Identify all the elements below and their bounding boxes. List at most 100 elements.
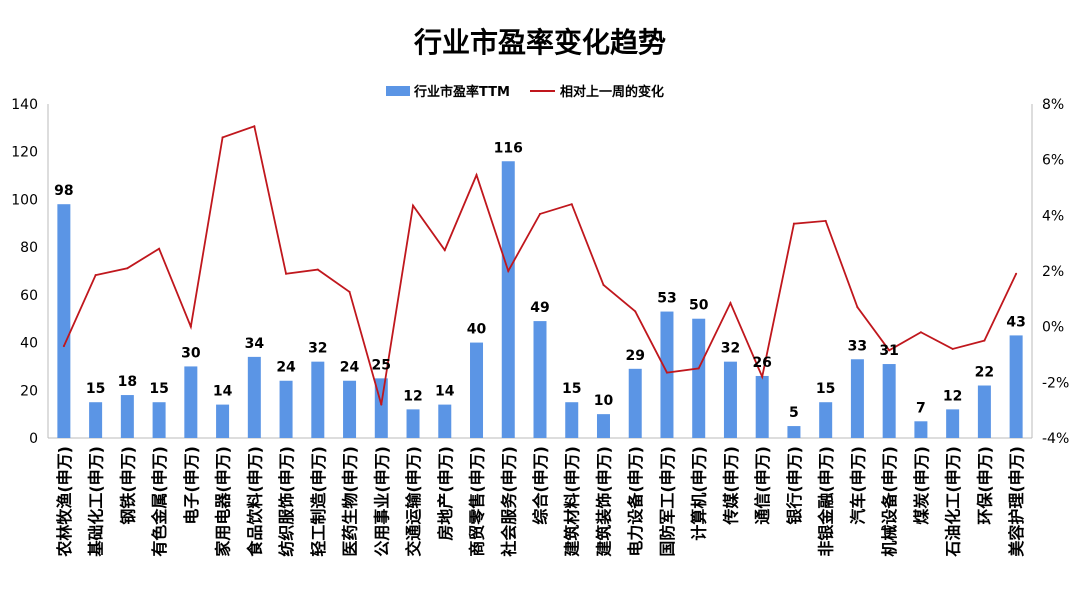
data-label: 34 [245,336,265,352]
x-tick-label: 交通运输(申万) [404,446,423,557]
bar [216,404,230,438]
line-point [665,371,668,374]
data-label: 15 [816,381,835,397]
bar [57,204,71,438]
bar [89,402,103,438]
data-label: 43 [1006,314,1025,330]
line-point [792,222,795,225]
line-point [380,403,383,406]
data-label: 32 [721,341,740,357]
x-tick-label: 电子(申万) [182,446,201,525]
line-point [1015,272,1018,275]
x-tick-label: 银行(申万) [785,446,804,525]
legend-bar-swatch [386,86,410,96]
line-point [539,212,541,215]
line-point [634,310,637,313]
left-tick-label: 60 [20,288,38,304]
line-point [888,349,891,352]
bar [946,409,960,438]
data-label: 29 [625,348,644,364]
x-tick-label: 环保(申万) [975,446,994,525]
x-tick-label: 家用电器(申万) [214,446,233,557]
bar [850,359,864,438]
data-label: 18 [118,374,137,390]
left-tick-label: 40 [20,336,38,352]
line-point [761,375,764,378]
line-point [729,302,732,305]
right-tick-label: -2% [1042,375,1069,391]
left-tick-label: 0 [29,431,38,447]
data-label: 116 [494,140,523,156]
bar [311,361,325,438]
data-label: 24 [340,360,360,376]
x-tick-label: 建筑材料(申万) [563,446,582,557]
line-point [285,272,288,275]
bar [819,402,833,438]
x-tick-label: 机械设备(申万) [880,446,899,557]
data-label: 98 [54,183,73,199]
x-tick-label: 煤炭(申万) [912,446,931,525]
line-point [443,249,446,252]
line-point [62,345,65,348]
x-tick-label: 钢铁(申万) [118,446,137,525]
line-point [126,267,129,270]
bar [247,356,261,438]
line-point [158,247,161,250]
line-point [602,283,605,286]
line-point [475,173,478,176]
x-tick-label: 电力设备(申万) [626,446,645,557]
x-tick-label: 通信(申万) [753,446,772,525]
data-label: 10 [594,393,614,409]
bar [723,361,737,438]
bar [406,409,420,438]
left-tick-label: 20 [20,383,38,399]
bar [596,414,610,438]
bar [660,311,674,438]
bar [787,426,801,438]
x-tick-label: 建筑装饰(申万) [594,446,613,557]
bar [977,385,991,438]
chart-title: 行业市盈率变化趋势 [413,26,666,59]
data-label: 30 [181,345,201,361]
bar [565,402,579,438]
x-tick-label: 计算机(申万) [690,446,709,541]
data-label: 14 [213,384,233,400]
data-label: 14 [435,384,455,400]
bar [343,380,357,438]
bar [914,421,928,438]
bar [692,318,706,438]
bar [501,161,515,438]
bar [279,380,293,438]
line-point [316,268,319,271]
line-point [189,325,192,328]
left-tick-label: 80 [20,240,38,256]
x-tick-label: 轻工制造(申万) [309,446,328,557]
data-label: 15 [562,381,581,397]
right-tick-label: 2% [1042,264,1064,280]
line-point [253,125,256,128]
line-point [919,331,922,334]
line-point [507,270,510,272]
x-tick-label: 有色金属(申万) [150,446,169,557]
x-tick-label: 汽车(申万) [848,446,867,525]
x-tick-label: 商贸零售(申万) [468,446,487,557]
bar [120,395,134,438]
legend-line-label: 相对上一周的变化 [560,84,664,100]
x-tick-label: 基础化工(申万) [87,446,106,558]
line-point [824,219,827,222]
x-tick-label: 社会服务(申万) [499,446,518,558]
line-point [570,203,573,206]
data-label: 7 [916,400,926,416]
data-label: 53 [657,291,676,307]
data-label: 31 [879,343,898,359]
x-tick-label: 纺织服饰(申万) [277,446,296,557]
line-point [697,367,700,370]
line-point [412,204,415,207]
line-point [94,274,97,277]
x-tick-label: 石油化工(申万) [944,446,963,558]
left-tick-label: 140 [11,97,38,113]
data-label: 49 [530,300,549,316]
bar [628,368,642,438]
right-tick-label: 0% [1042,320,1064,336]
